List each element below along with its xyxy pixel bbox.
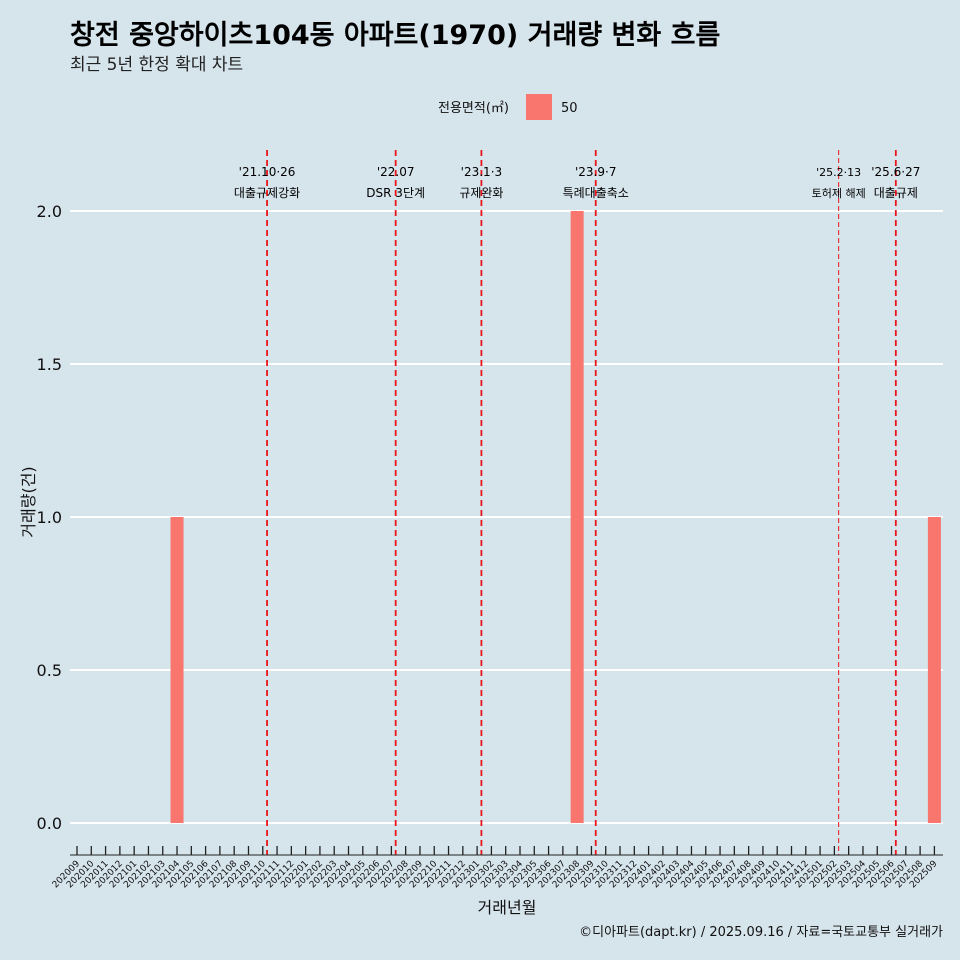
- x-axis-title: 거래년월: [478, 898, 537, 917]
- bar: [170, 517, 184, 823]
- legend-title: 전용면적(㎡): [438, 101, 509, 116]
- legend-swatch: [526, 94, 552, 120]
- y-axis-ticks: 0.0 0.5 1.0 1.5 2.0: [37, 202, 62, 833]
- chart-subtitle: 최근 5년 한정 확대 차트: [70, 55, 243, 75]
- annotation-label: 대출규제: [874, 186, 918, 200]
- annotation-label: 대출규제강화: [234, 186, 300, 200]
- annotation-date: '21.10·26: [239, 165, 296, 179]
- y-tick-label: 0.5: [37, 661, 62, 680]
- bar: [927, 517, 941, 823]
- bar: [570, 211, 584, 823]
- x-axis-ticks: 2020092020102020112020122021012021022021…: [51, 846, 940, 890]
- annotation-date: '23.9·7: [575, 165, 616, 179]
- y-tick-label: 2.0: [37, 202, 62, 221]
- gridlines: [70, 210, 943, 824]
- caption: ©디아파트(dapt.kr) / 2025.09.16 / 자료=국토교통부 실…: [579, 925, 943, 940]
- annotation-label: 토허제 해제: [812, 186, 866, 200]
- annotation-date: '23.1·3: [461, 165, 502, 179]
- legend-label: 50: [561, 101, 578, 116]
- annotations: '21.10·26 대출규제강화 '22.07 DSR 3단계 '23.1·3 규제완화 '…: [234, 165, 920, 200]
- policy-lines: [266, 150, 897, 855]
- legend: 전용면적(㎡) 50: [438, 94, 578, 120]
- y-tick-label: 0.0: [37, 814, 62, 833]
- annotation-label: 특례대출축소: [563, 186, 629, 200]
- y-tick-label: 1.5: [37, 355, 62, 374]
- bars: [170, 211, 941, 823]
- annotation-date: '22.07: [377, 165, 415, 179]
- annotation-date: '25.2·13: [816, 166, 861, 179]
- annotation-label: 규제완화: [459, 186, 503, 200]
- y-tick-label: 1.0: [37, 508, 62, 527]
- y-axis-title: 거래량(건): [19, 466, 38, 537]
- annotation-date: '25.6·27: [871, 165, 920, 179]
- chart-title: 창전 중앙하이츠104동 아파트(1970) 거래량 변화 흐름: [70, 20, 720, 51]
- annotation-label: DSR 3단계: [366, 186, 425, 200]
